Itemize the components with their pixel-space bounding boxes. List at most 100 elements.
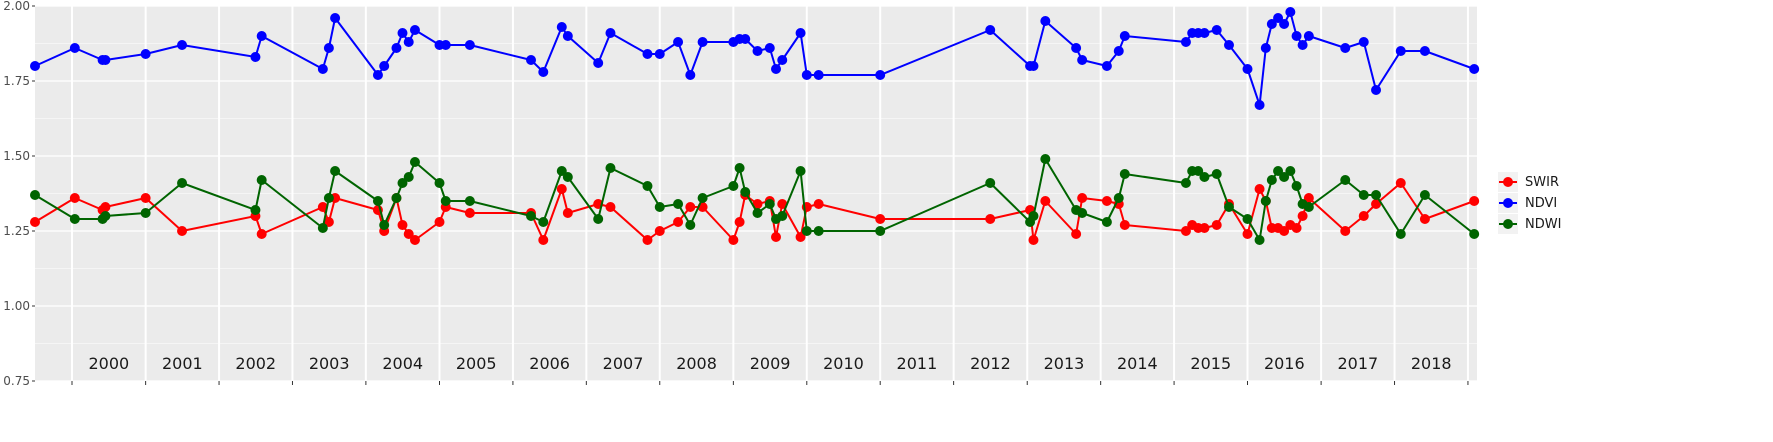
- ndvi-point: [1254, 100, 1265, 110]
- swir-point: [642, 235, 653, 245]
- swir-point: [409, 235, 420, 245]
- ndvi-point: [562, 31, 573, 41]
- year-label: 2018: [1411, 354, 1452, 373]
- ndvi-point: [250, 52, 261, 62]
- ndwi-point: [1180, 178, 1191, 188]
- ndvi-point: [538, 67, 549, 77]
- ndvi-point: [140, 49, 151, 59]
- ndwi-point: [317, 223, 328, 233]
- swir-point: [1180, 226, 1191, 236]
- ndvi-point: [1340, 43, 1351, 53]
- ndwi-point: [30, 190, 40, 200]
- ndvi-point: [1371, 85, 1382, 95]
- swir-point: [556, 184, 567, 194]
- swir-point: [728, 235, 739, 245]
- legend-label-ndvi: NDVI: [1525, 196, 1557, 211]
- swir-point: [1469, 196, 1480, 206]
- swir-point: [403, 229, 414, 239]
- ndwi-point: [1279, 172, 1290, 182]
- legend-item-swir: SWIR: [1498, 172, 1559, 192]
- ndwi-series: [30, 154, 1480, 245]
- y-tick-label: 1.50: [3, 149, 30, 163]
- ndvi-point: [1291, 31, 1302, 41]
- ndwi-point: [250, 205, 261, 215]
- year-label: 2017: [1337, 354, 1378, 373]
- ndvi-point: [1028, 61, 1039, 71]
- ndwi-point: [1211, 169, 1222, 179]
- swir-point: [1071, 229, 1082, 239]
- swir-point: [177, 226, 188, 236]
- ndwi-point: [1040, 154, 1051, 164]
- ndwi-point: [1266, 175, 1277, 185]
- swir-point: [1119, 220, 1130, 230]
- swir-point: [1101, 196, 1112, 206]
- swir-point: [734, 217, 745, 227]
- ndvi-point: [1266, 19, 1277, 29]
- ndwi-point: [1113, 193, 1124, 203]
- swir-point: [69, 193, 80, 203]
- y-tick-label: 1.75: [3, 74, 30, 88]
- ndwi-point: [1371, 190, 1382, 200]
- year-label: 2014: [1117, 354, 1158, 373]
- swir-point: [1358, 211, 1369, 221]
- ndwi-point: [1260, 196, 1271, 206]
- ndwi-point: [538, 217, 549, 227]
- swir-point: [777, 199, 788, 209]
- ndvi-point: [403, 37, 414, 47]
- legend-label-ndwi: NDWI: [1525, 217, 1561, 232]
- ndvi-point: [323, 43, 334, 53]
- ndvi-point: [391, 43, 402, 53]
- legend-item-ndvi: NDVI: [1498, 193, 1557, 213]
- legend: SWIR NDVI NDWI: [1498, 172, 1561, 234]
- swir-point: [1211, 220, 1222, 230]
- swir-point: [1028, 235, 1039, 245]
- swir-point: [1040, 196, 1051, 206]
- ndwi-point: [654, 202, 665, 212]
- legend-key-point: [1503, 198, 1513, 208]
- ndwi-point: [985, 178, 996, 188]
- swir-point: [1297, 211, 1308, 221]
- y-tick-label: 0.75: [3, 374, 30, 388]
- year-label: 2013: [1044, 354, 1085, 373]
- ndwi-point: [1193, 166, 1204, 176]
- swir-point: [654, 226, 665, 236]
- ndvi-point: [685, 70, 696, 80]
- ndwi-point: [801, 226, 812, 236]
- ndwi-point: [1101, 217, 1112, 227]
- ndvi-point: [1180, 37, 1191, 47]
- year-label: 2006: [529, 354, 570, 373]
- ndvi-point: [1077, 55, 1088, 65]
- swir-point: [673, 217, 684, 227]
- ndwi-point: [140, 208, 151, 218]
- ndwi-point: [777, 211, 788, 221]
- swir-point: [1395, 178, 1406, 188]
- swir-point: [875, 214, 886, 224]
- ndwi-point: [440, 196, 451, 206]
- swir-point: [605, 202, 616, 212]
- ndwi-point: [728, 181, 739, 191]
- year-label: 2015: [1190, 354, 1231, 373]
- ndvi-point: [740, 34, 751, 44]
- swir-point: [752, 199, 763, 209]
- ndwi-point: [1285, 166, 1296, 176]
- ndvi-point: [1040, 16, 1051, 26]
- ndwi-point: [100, 211, 111, 221]
- ndwi-point: [434, 178, 445, 188]
- year-label: 2000: [88, 354, 129, 373]
- series: [30, 7, 1480, 245]
- ndvi-point: [379, 61, 390, 71]
- ndwi-point: [685, 220, 696, 230]
- ndwi-point: [1419, 190, 1430, 200]
- swir-point: [1419, 214, 1430, 224]
- ndwi-point: [1223, 202, 1234, 212]
- ndvi-point: [100, 55, 111, 65]
- y-tick-label: 1.25: [3, 224, 30, 238]
- swir-point: [1242, 229, 1253, 239]
- swir-point: [317, 202, 328, 212]
- legend-key-point: [1503, 177, 1513, 187]
- ndwi-point: [1469, 229, 1480, 239]
- ndvi-point: [1199, 28, 1210, 38]
- ndvi-point: [177, 40, 188, 50]
- y-tick-label: 2.00: [3, 0, 30, 13]
